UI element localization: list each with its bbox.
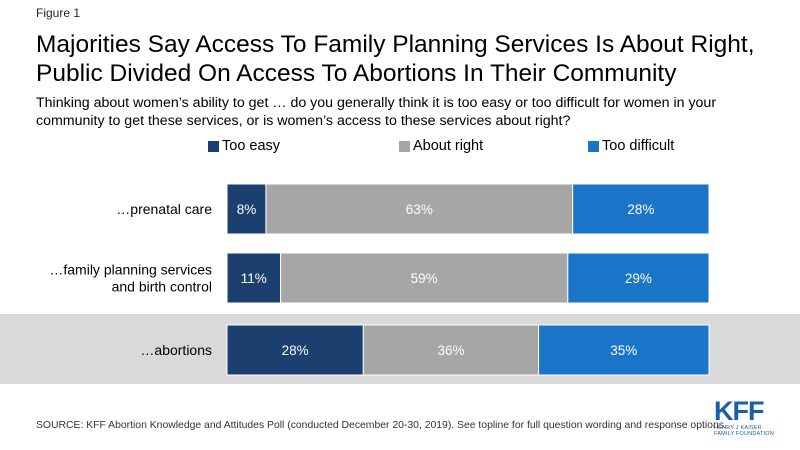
bar-about-right-2 — [362, 324, 540, 376]
category-label-line: …prenatal care — [116, 201, 212, 217]
legend-swatch-about-right — [399, 140, 410, 152]
logo-line-1: HENRY J KAISER — [714, 425, 762, 431]
legend-swatch-too-difficult — [588, 140, 599, 152]
category-label-2: …abortions — [140, 342, 212, 358]
legend-item-about-right: About right — [399, 138, 483, 154]
data-label-about-right-1: 59% — [411, 271, 438, 286]
bar-about-right-0 — [265, 183, 574, 235]
category-label-line: …abortions — [140, 342, 212, 358]
category-label-line: and birth control — [112, 279, 212, 295]
chart-legend: Too easy About right Too difficult — [0, 138, 800, 158]
bar-too-difficult-1 — [567, 252, 710, 304]
data-label-too-difficult-1: 29% — [625, 271, 652, 286]
data-label-about-right-2: 36% — [437, 343, 464, 358]
legend-item-too-easy: Too easy — [208, 138, 280, 154]
logo-wordmark: KFF — [714, 396, 764, 426]
logo-line-2: FAMILY FOUNDATION — [714, 431, 774, 437]
bar-too-easy-0 — [226, 183, 267, 235]
category-label-line: …family planning services — [49, 262, 212, 278]
bar-too-difficult-0 — [572, 183, 710, 235]
data-label-too-difficult-0: 28% — [627, 202, 654, 217]
legend-label-about-right: About right — [413, 138, 484, 154]
legend-swatch-too-easy — [208, 140, 219, 152]
legend-item-too-difficult: Too difficult — [588, 138, 674, 154]
category-label-1: …family planning services and birth contr… — [49, 262, 212, 295]
kff-logo: KFF HENRY J KAISER FAMILY FOUNDATION — [714, 398, 784, 442]
figure-label: Figure 1 — [36, 6, 81, 20]
data-label-too-easy-2: 28% — [282, 343, 309, 358]
legend-label-too-difficult: Too difficult — [602, 138, 675, 154]
source-note: SOURCE: KFF Abortion Knowledge and Attit… — [36, 420, 727, 431]
legend-label-too-easy: Too easy — [222, 138, 281, 154]
data-label-too-difficult-2: 35% — [610, 343, 637, 358]
category-label-0: …prenatal care — [116, 201, 212, 217]
data-label-too-easy-1: 11% — [241, 271, 267, 286]
data-label-too-easy-0: 8% — [237, 202, 257, 217]
chart-subtitle: Thinking about women’s ability to get … … — [36, 95, 717, 129]
data-label-about-right-0: 63% — [406, 202, 433, 217]
bar-too-difficult-2 — [538, 324, 710, 376]
chart-title: Majorities Say Access To Family Planning… — [36, 31, 755, 87]
